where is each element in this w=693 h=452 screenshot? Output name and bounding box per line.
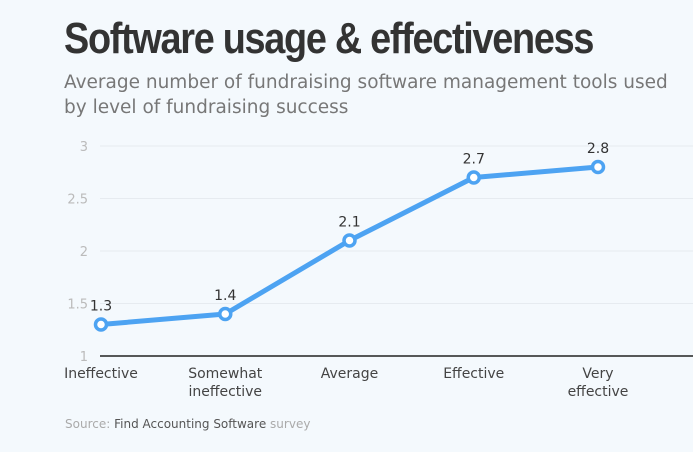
y-tick-label: 3 xyxy=(80,140,88,155)
x-tick-label: effective xyxy=(568,384,629,400)
data-label: 1.4 xyxy=(214,288,236,304)
data-label: 2.7 xyxy=(463,152,485,168)
source-note: Source: Find Accounting Software survey xyxy=(65,417,310,431)
x-tick-label: ineffective xyxy=(188,384,262,400)
chart-title: Software usage & effectiveness xyxy=(64,14,594,63)
x-tick-label: Somewhat xyxy=(188,366,263,382)
data-label: 1.3 xyxy=(90,299,112,315)
y-tick-label: 2.5 xyxy=(67,193,88,208)
data-label: 2.8 xyxy=(587,141,609,157)
data-point xyxy=(466,170,481,185)
source-suffix: survey xyxy=(270,417,311,431)
data-point xyxy=(218,306,233,322)
x-tick-label: Very xyxy=(582,366,613,382)
data-point xyxy=(342,233,357,248)
y-tick-label: 1.5 xyxy=(67,298,88,313)
x-tick-label: Ineffective xyxy=(64,366,138,382)
y-tick-label: 2 xyxy=(80,245,88,260)
source-name: Find Accounting Software xyxy=(114,417,267,431)
x-tick-label: Average xyxy=(321,366,379,382)
chart-subtitle: Average number of fundraising software m… xyxy=(64,72,668,118)
data-point xyxy=(93,317,109,332)
data-label: 2.1 xyxy=(338,215,360,231)
x-tick-label: Effective xyxy=(443,366,504,382)
data-point xyxy=(590,159,606,175)
source-prefix: Source: xyxy=(65,417,111,431)
y-tick-label: 1 xyxy=(80,350,88,365)
